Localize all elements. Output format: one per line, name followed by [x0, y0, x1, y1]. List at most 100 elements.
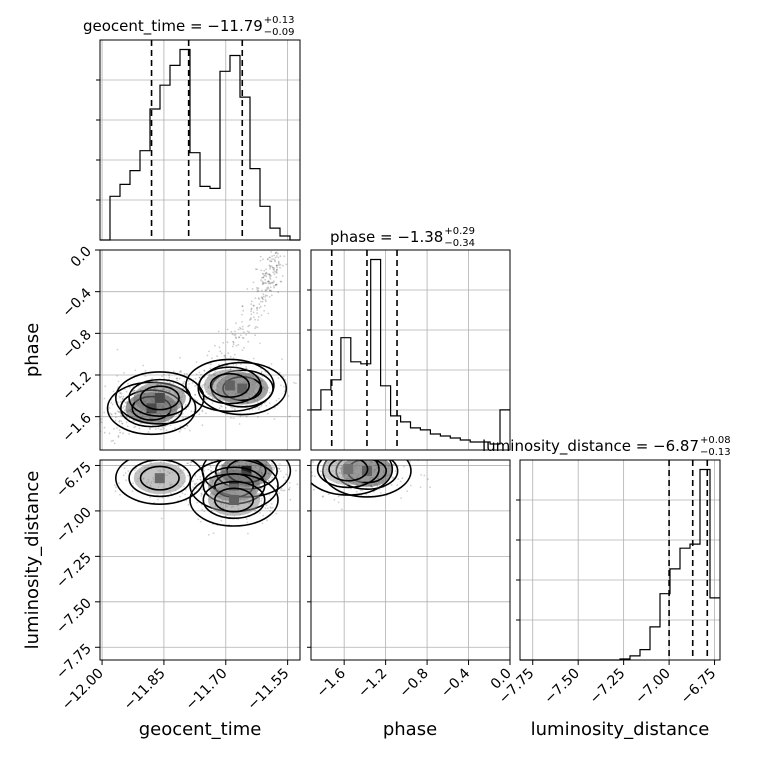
sample-point [273, 467, 276, 470]
sample-point [256, 288, 259, 291]
sample-point [245, 333, 248, 336]
sample-point [276, 272, 278, 274]
sample-point [373, 432, 375, 434]
sample-point [131, 490, 134, 493]
sample-point [190, 461, 193, 464]
density-contour [316, 460, 380, 489]
sample-point [199, 373, 202, 376]
sample-point [277, 252, 279, 255]
sample-point [211, 357, 213, 360]
sample-point [246, 330, 249, 333]
sample-point [316, 476, 318, 478]
sample-point [262, 293, 265, 296]
sample-point [118, 429, 121, 431]
sample-point [285, 263, 288, 266]
sample-point [235, 337, 238, 340]
sample-point [194, 385, 197, 387]
sample-point [254, 334, 256, 337]
sample-point [406, 490, 409, 493]
sample-point [269, 256, 272, 259]
title-main: phase = −1.38 [330, 228, 443, 246]
sample-point [261, 280, 264, 283]
sample-point [303, 372, 305, 374]
sample-point [264, 299, 267, 301]
sample-point [273, 254, 276, 257]
sample-point [239, 334, 242, 337]
density-contour [197, 361, 288, 416]
panel-title-phase: phase = −1.38 +0.29−0.34 [330, 226, 475, 249]
ytick-label-luminosity_distance: −7.00 [53, 504, 95, 546]
sample-point [368, 440, 370, 442]
sample-point [121, 422, 124, 425]
sample-point [241, 336, 244, 339]
sample-point [260, 438, 262, 440]
sample-point [289, 498, 292, 501]
sample-point [154, 428, 157, 430]
sample-point [203, 369, 206, 372]
sample-point [267, 455, 269, 457]
sample-point [246, 442, 248, 444]
sample-point [233, 353, 236, 356]
sample-point [262, 514, 265, 517]
sample-point [320, 474, 323, 477]
sample-point [279, 470, 282, 472]
xaxis-label-phase: phase [383, 719, 437, 740]
density-peak-cell [229, 495, 240, 505]
sample-point [295, 469, 297, 472]
sample-point [409, 460, 411, 463]
sample-point [267, 280, 270, 283]
sample-point [119, 392, 121, 395]
sample-point [275, 276, 278, 279]
sample-point [285, 473, 288, 476]
density-contour [115, 460, 205, 505]
sample-point [229, 368, 232, 370]
sample-point [250, 308, 253, 310]
sample-point [174, 427, 176, 429]
sample-point [268, 281, 271, 283]
sample-point [323, 455, 325, 457]
sample-point [225, 455, 227, 457]
sample-point [277, 261, 280, 264]
sample-point [341, 508, 343, 511]
sample-point [198, 371, 201, 374]
sample-point [324, 455, 326, 457]
sample-point [133, 390, 136, 392]
sample-point [288, 488, 290, 491]
sample-point [249, 318, 252, 321]
sample-point [266, 258, 269, 261]
sample-point [125, 421, 128, 424]
sample-point [238, 336, 241, 339]
sample-point [261, 522, 264, 525]
sample-point [263, 269, 266, 272]
sample-point [281, 241, 283, 243]
sample-point [313, 488, 315, 491]
sample-point [103, 431, 106, 434]
sample-point [201, 493, 204, 495]
sample-point [196, 478, 199, 481]
sample-point [256, 312, 258, 314]
sample-point [278, 467, 281, 470]
density-contour [114, 371, 205, 425]
sample-point [376, 485, 379, 488]
sample-point [239, 326, 241, 329]
sample-point [273, 285, 275, 287]
sample-point [333, 444, 335, 446]
sample-point [257, 319, 259, 321]
sample-point [296, 463, 298, 465]
sample-point [391, 477, 394, 479]
sample-point [405, 447, 407, 449]
sample-point [198, 413, 201, 416]
sample-point [277, 291, 280, 294]
sample-point [278, 492, 281, 494]
sample-point [253, 304, 255, 307]
sample-point [409, 484, 412, 487]
sample-point [239, 415, 242, 418]
density-peak-cell [343, 464, 354, 475]
panel-frame [310, 459, 511, 661]
sample-point [256, 286, 258, 289]
sample-point [259, 259, 262, 262]
sample-point [276, 266, 278, 269]
sample-point [282, 264, 284, 267]
sample-point [203, 370, 206, 372]
sample-point [162, 427, 165, 430]
